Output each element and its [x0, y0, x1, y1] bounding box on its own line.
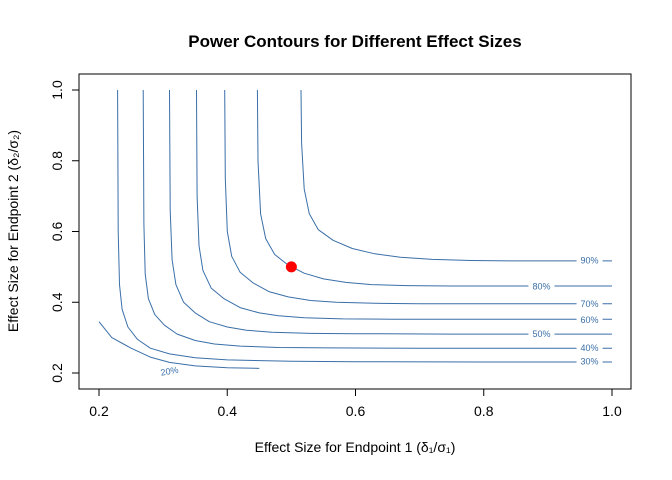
- contour-label-bg: [576, 342, 603, 355]
- x-tick-label: 0.6: [346, 403, 366, 419]
- y-tick-label: 1.0: [49, 80, 65, 100]
- contour-line-60pct: [196, 89, 612, 320]
- x-tick-label: 0.4: [218, 403, 238, 419]
- contour-label-bg: [156, 365, 183, 378]
- y-tick-label: 0.6: [49, 222, 65, 242]
- contour-label-bg: [576, 313, 603, 326]
- contour-label: 80%: [532, 281, 550, 291]
- chart-title: Power Contours for Different Effect Size…: [188, 32, 521, 51]
- design-point: [285, 261, 297, 273]
- contour-label: 40%: [581, 343, 599, 353]
- contour-label-bg: [528, 280, 555, 293]
- contour-label: 60%: [581, 315, 599, 325]
- y-axis-label: Effect Size for Endpoint 2 (δ₂/σ₂): [5, 130, 21, 332]
- x-tick-label: 0.2: [89, 403, 109, 419]
- contour-label: 50%: [532, 329, 550, 339]
- contour-label: 20%: [160, 365, 179, 378]
- x-tick-label: 1.0: [602, 403, 622, 419]
- axes: 0.2 0.4 0.6 0.8 1.0 0.2 0.4 0.6 0.8 1.0: [49, 80, 622, 419]
- y-tick-label: 0.8: [49, 151, 65, 171]
- contour-labels: 20% 30% 40% 50% 60% 70% 80% 90%: [156, 254, 603, 378]
- contour-lines: [98, 89, 612, 369]
- contour-label: 90%: [581, 256, 599, 266]
- y-tick-label: 0.4: [49, 292, 65, 312]
- contour-line-20pct: [98, 321, 260, 369]
- contour-label-bg: [576, 355, 603, 368]
- contour-line-50pct: [169, 89, 612, 335]
- x-axis-label: Effect Size for Endpoint 1 (δ₁/σ₁): [255, 439, 456, 455]
- x-tick-label: 0.8: [474, 403, 494, 419]
- contour-line-90pct: [300, 89, 612, 262]
- contour-label-bg: [528, 328, 555, 341]
- design-points: [285, 261, 297, 273]
- contour-line-30pct: [117, 89, 612, 363]
- contour-line-40pct: [142, 89, 612, 349]
- contour-label: 70%: [581, 299, 599, 309]
- contour-line-80pct: [256, 89, 612, 287]
- contour-label-bg: [576, 298, 603, 311]
- contour-line-70pct: [224, 89, 612, 305]
- y-tick-label: 0.2: [49, 363, 65, 383]
- contour-label-bg: [576, 254, 603, 267]
- contour-label: 30%: [581, 357, 599, 367]
- plot-area-frame: [78, 73, 632, 390]
